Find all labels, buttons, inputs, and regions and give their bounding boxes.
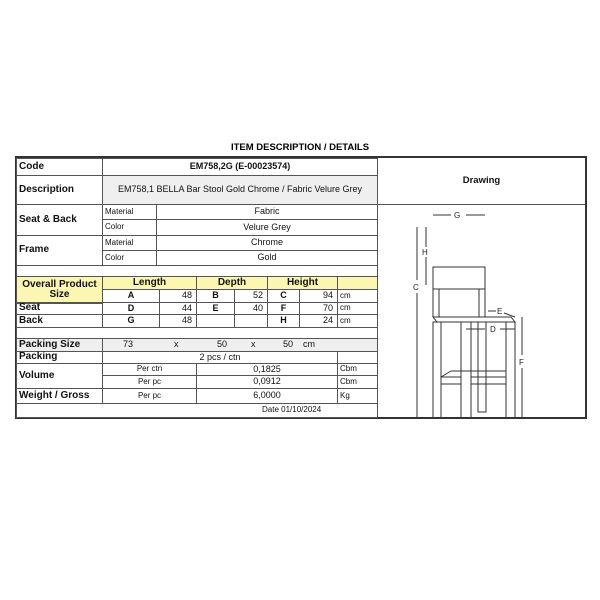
dimension-cell-unit: cm: [337, 289, 378, 303]
dimension-cell-v1: 48: [159, 314, 197, 328]
depth-header: Depth: [196, 276, 268, 290]
packing-height: 50: [283, 339, 294, 350]
dimension-cell-v3: 94: [299, 289, 338, 303]
volume-per-pc-label: Per pc: [102, 375, 197, 389]
dimension-row-label: Back: [16, 314, 103, 328]
dimension-cell-v3: 24: [299, 314, 338, 328]
frame-material-label: Material: [102, 235, 157, 251]
dimension-cell-c2: [196, 314, 235, 328]
seat-back-label: Seat & Back: [16, 204, 103, 236]
weight-per-label: Per pc: [102, 388, 197, 404]
packing-length: 73: [123, 339, 134, 350]
packing-x: x: [174, 339, 179, 350]
code-value: EM758,2G (E-00023574): [102, 158, 378, 176]
label-e: E: [497, 307, 502, 316]
dimension-cell-c1: A: [102, 289, 160, 303]
volume-unit: Cbm: [337, 375, 378, 389]
label-c: C: [413, 283, 419, 292]
dimension-cell-v2: 52: [234, 289, 268, 303]
dimension-cell-unit: cm: [337, 314, 378, 328]
label-d: D: [490, 325, 496, 334]
packing-unit: cm: [303, 339, 315, 350]
weight-label: Weight / Gross: [16, 388, 103, 404]
drawing-label: Drawing: [377, 158, 585, 205]
frame-color: Gold: [156, 250, 378, 266]
unit-header: [337, 276, 378, 290]
seat-back-color-label: Color: [102, 219, 157, 236]
dimension-cell-c1: G: [102, 314, 160, 328]
seat-back-color: Velure Grey: [156, 219, 378, 236]
seat-back-material-label: Material: [102, 204, 157, 220]
date: Date 01/10/2024: [16, 403, 378, 418]
weight-unit: Kg: [337, 388, 378, 404]
volume-label: Volume: [16, 363, 103, 389]
length-header: Length: [102, 276, 197, 290]
code-label: Code: [16, 158, 103, 176]
frame-label: Frame: [16, 235, 103, 266]
dimension-cell-c3: C: [267, 289, 300, 303]
page-title: ITEM DESCRIPTION / DETAILS: [230, 142, 370, 153]
stool-outline: [431, 266, 517, 417]
weight-value: 6,0000: [196, 388, 338, 404]
dimension-lines: [416, 214, 523, 417]
overall-size-label: Overall Product Size: [16, 276, 103, 304]
bar-stool-drawing: G H C E D F B A: [413, 211, 524, 417]
height-header: Height: [267, 276, 338, 290]
frame-material: Chrome: [156, 235, 378, 251]
description-label: Description: [16, 175, 103, 205]
label-h: H: [422, 248, 428, 257]
dimension-cell-c3: H: [267, 314, 300, 328]
dimension-cell-c2: B: [196, 289, 235, 303]
frame-color-label: Color: [102, 250, 157, 266]
packing-x: x: [251, 339, 256, 350]
label-f: F: [519, 358, 524, 367]
dimension-cell-v1: 48: [159, 289, 197, 303]
label-g: G: [454, 211, 460, 220]
description-value: EM758,1 BELLA Bar Stool Gold Chrome / Fa…: [102, 175, 378, 205]
volume-per-pc: 0,0912: [196, 375, 338, 389]
seat-back-material: Fabric: [156, 204, 378, 220]
packing-size-label: Packing Size: [16, 338, 103, 352]
packing-width: 50: [217, 339, 228, 350]
dimension-cell-v2: [234, 314, 268, 328]
packing-size-value: 73 x 50 x 50 cm: [102, 338, 378, 352]
